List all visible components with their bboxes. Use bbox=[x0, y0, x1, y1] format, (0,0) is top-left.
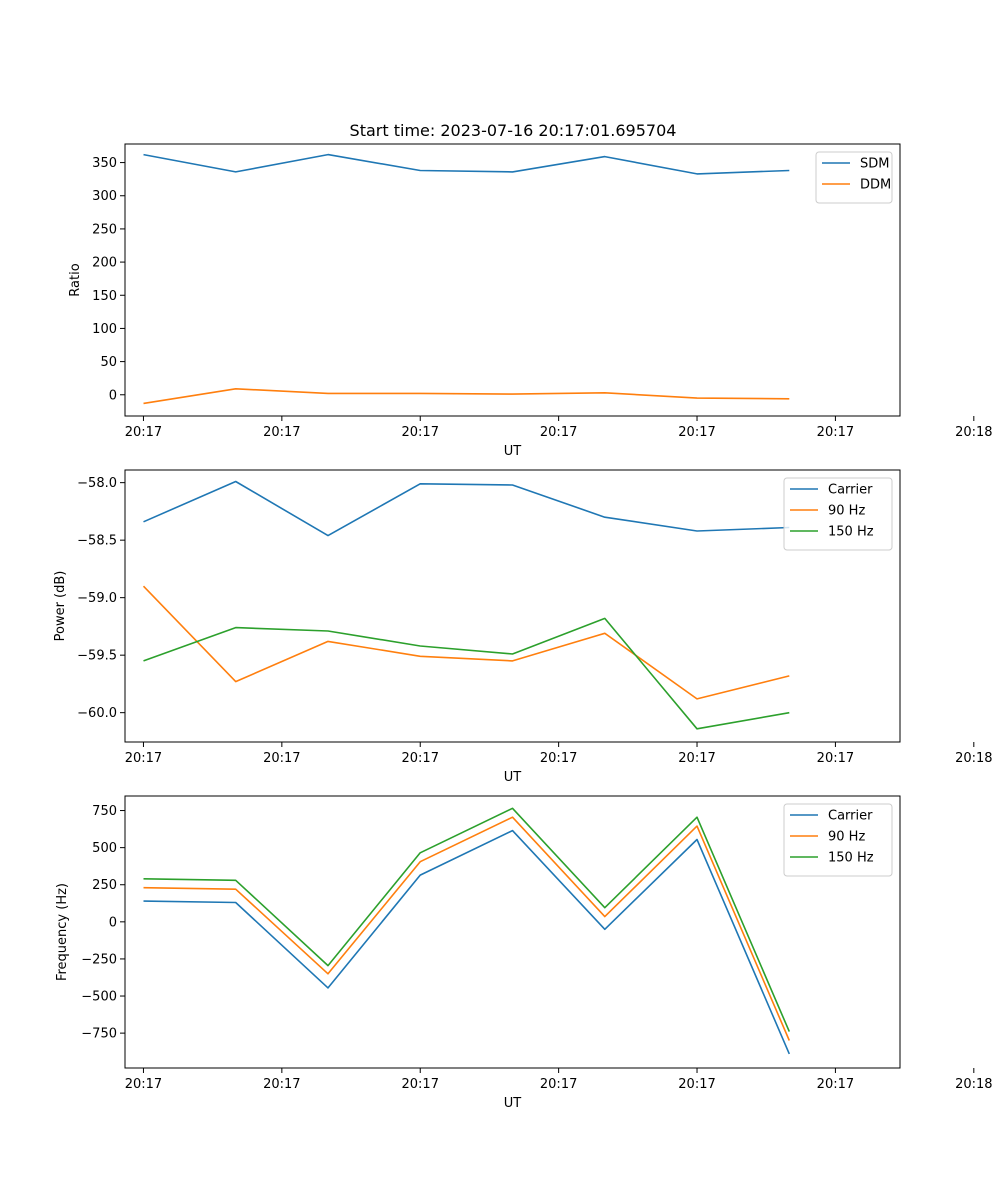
frequency-axes-frame bbox=[124, 795, 901, 1069]
frequency-series-90-hz-line bbox=[143, 816, 791, 1041]
power-series-carrier-line bbox=[143, 480, 790, 537]
frequency-legend: Carrier 90 Hz 150 Hz bbox=[783, 803, 893, 877]
frequency-ytick-label: 0 bbox=[109, 915, 117, 930]
power-legend-label-150-hz: 150 Hz bbox=[828, 525, 874, 540]
power-ylabel: Power (dB) bbox=[53, 571, 68, 642]
ratio-xtick-label: 20:17 bbox=[263, 425, 300, 440]
frequency-ytick-label: 750 bbox=[92, 804, 117, 819]
ratio-legend-label-ddm: DDM bbox=[860, 178, 891, 193]
ratio-ytick-label: 150 bbox=[92, 289, 117, 304]
ratio-xtick-label: 20:17 bbox=[540, 425, 577, 440]
power-ytick-label: −58.5 bbox=[77, 534, 117, 549]
frequency-legend-label-carrier: Carrier bbox=[828, 809, 873, 824]
ratio-xtick-label: 20:17 bbox=[402, 425, 439, 440]
power-legend-label-90-hz: 90 Hz bbox=[828, 504, 865, 519]
ratio-ytick-label: 250 bbox=[92, 222, 117, 237]
ratio-ytick-label: 200 bbox=[92, 256, 117, 271]
ratio-panel: 20:17 20:17 20:17 20:17 20:17 20:17 20:18 0 50 10… bbox=[68, 143, 993, 459]
power-panel: 20:17 20:17 20:17 20:17 20:17 20:17 20:18 −60.0… bbox=[53, 469, 993, 785]
ratio-ytick-label: 100 bbox=[92, 322, 117, 337]
frequency-ytick-label: −250 bbox=[81, 952, 117, 967]
frequency-ylabel: Frequency (Hz) bbox=[55, 883, 70, 981]
frequency-xtick-label: 20:17 bbox=[817, 1077, 854, 1092]
frequency-legend-label-90-hz: 90 Hz bbox=[828, 830, 865, 845]
ratio-xlabel: UT bbox=[504, 444, 522, 459]
frequency-ytick-label: −750 bbox=[81, 1027, 117, 1042]
power-ytick-label: −60.0 bbox=[77, 706, 117, 721]
ratio-ytick-label: 0 bbox=[109, 388, 117, 403]
frequency-xtick-label: 20:18 bbox=[955, 1077, 992, 1092]
ratio-xtick-label: 20:17 bbox=[125, 425, 162, 440]
power-axes-frame bbox=[124, 469, 901, 743]
power-xtick-label: 20:17 bbox=[402, 751, 439, 766]
ratio-ytick-label: 350 bbox=[92, 156, 117, 171]
frequency-series-150-hz-line bbox=[143, 807, 791, 1032]
power-series-90-hz-line bbox=[142, 585, 790, 700]
power-xtick-label: 20:18 bbox=[955, 751, 992, 766]
frequency-legend-label-150-hz: 150 Hz bbox=[828, 851, 874, 866]
power-ytick-label: −59.0 bbox=[77, 591, 117, 606]
power-xtick-label: 20:17 bbox=[817, 751, 854, 766]
frequency-xtick-label: 20:17 bbox=[540, 1077, 577, 1092]
frequency-panel: 20:17 20:17 20:17 20:17 20:17 20:17 20:18 −750 −… bbox=[55, 795, 993, 1111]
power-xtick-label: 20:17 bbox=[540, 751, 577, 766]
frequency-ytick-label: 500 bbox=[92, 841, 117, 856]
ratio-series-ddm-line bbox=[143, 387, 790, 405]
chart-title: Start time: 2023-07-16 20:17:01.695704 bbox=[350, 121, 677, 140]
frequency-xtick-label: 20:17 bbox=[263, 1077, 300, 1092]
power-xtick-label: 20:17 bbox=[125, 751, 162, 766]
power-legend-label-carrier: Carrier bbox=[828, 483, 873, 498]
power-ytick-label: −59.5 bbox=[77, 649, 117, 664]
ratio-ytick-label: 50 bbox=[100, 355, 117, 370]
ratio-legend-box bbox=[815, 151, 893, 204]
frequency-ytick-label: 250 bbox=[92, 878, 117, 893]
frequency-ytick-label: −500 bbox=[81, 990, 117, 1005]
power-xtick-label: 20:17 bbox=[263, 751, 300, 766]
ratio-series-sdm-line bbox=[143, 153, 790, 175]
power-xtick-label: 20:17 bbox=[678, 751, 715, 766]
power-legend-box bbox=[783, 477, 893, 551]
frequency-series-carrier-line bbox=[143, 829, 791, 1055]
frequency-xlabel: UT bbox=[504, 1096, 522, 1111]
frequency-legend-box bbox=[783, 803, 893, 877]
ratio-ylabel: Ratio bbox=[68, 263, 83, 296]
ratio-xtick-label: 20:17 bbox=[678, 425, 715, 440]
ratio-ytick-label: 300 bbox=[92, 189, 117, 204]
power-legend: Carrier 90 Hz 150 Hz bbox=[783, 477, 893, 551]
frequency-xtick-label: 20:17 bbox=[125, 1077, 162, 1092]
ratio-legend-label-sdm: SDM bbox=[860, 157, 889, 172]
frequency-xtick-label: 20:17 bbox=[678, 1077, 715, 1092]
power-xlabel: UT bbox=[504, 770, 522, 785]
frequency-xtick-label: 20:17 bbox=[402, 1077, 439, 1092]
power-series-150-hz-line bbox=[143, 617, 790, 730]
power-ytick-label: −58.0 bbox=[77, 476, 117, 491]
ratio-legend: SDM DDM bbox=[815, 151, 893, 204]
ratio-xtick-label: 20:18 bbox=[955, 425, 992, 440]
ratio-axes-frame bbox=[124, 143, 901, 417]
ratio-xtick-label: 20:17 bbox=[817, 425, 854, 440]
